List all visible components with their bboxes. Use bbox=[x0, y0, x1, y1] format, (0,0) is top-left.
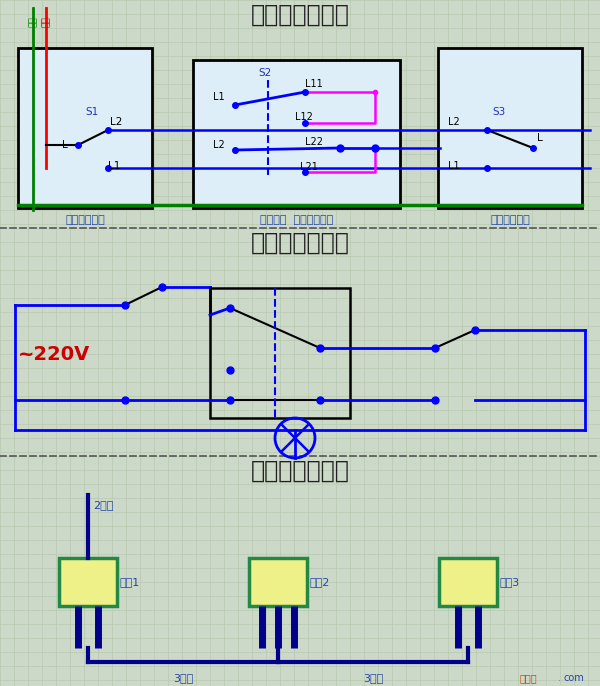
Text: L1: L1 bbox=[108, 161, 121, 171]
Text: S2: S2 bbox=[258, 68, 271, 78]
Text: L2: L2 bbox=[110, 117, 122, 127]
Text: 3根线: 3根线 bbox=[363, 673, 383, 683]
Text: L: L bbox=[62, 140, 68, 150]
Text: L12: L12 bbox=[295, 112, 313, 122]
Bar bbox=[0, 0, 600, 228]
Text: S1: S1 bbox=[85, 107, 98, 117]
Text: L2: L2 bbox=[448, 117, 460, 127]
Text: L11: L11 bbox=[305, 79, 323, 89]
Bar bbox=[249, 558, 307, 606]
Text: 接线图: 接线图 bbox=[520, 673, 538, 683]
Text: 相线: 相线 bbox=[29, 16, 37, 27]
Text: L21: L21 bbox=[300, 162, 318, 172]
Bar bbox=[18, 48, 152, 208]
Text: L: L bbox=[537, 133, 543, 143]
Text: 火线: 火线 bbox=[41, 16, 50, 27]
Text: 3根线: 3根线 bbox=[173, 673, 193, 683]
Text: 开关3: 开关3 bbox=[500, 577, 520, 587]
Text: L1: L1 bbox=[213, 92, 224, 102]
Text: 开关2: 开关2 bbox=[310, 577, 331, 587]
Text: 单开双控开关: 单开双控开关 bbox=[65, 215, 105, 225]
Bar bbox=[210, 288, 350, 418]
Bar bbox=[59, 558, 117, 606]
Text: S3: S3 bbox=[492, 107, 505, 117]
Text: ~220V: ~220V bbox=[18, 346, 90, 364]
Text: .: . bbox=[558, 673, 561, 683]
Text: L22: L22 bbox=[305, 137, 323, 147]
Text: 中途开关  （三控开关）: 中途开关 （三控开关） bbox=[260, 215, 334, 225]
Text: L2: L2 bbox=[213, 140, 225, 150]
Bar bbox=[438, 48, 582, 208]
Text: 三控开关布线图: 三控开关布线图 bbox=[251, 459, 349, 483]
Bar bbox=[0, 228, 600, 456]
Text: com: com bbox=[563, 673, 584, 683]
Bar bbox=[439, 558, 497, 606]
Text: 三控开关原理图: 三控开关原理图 bbox=[251, 231, 349, 255]
Text: 2根线: 2根线 bbox=[93, 500, 113, 510]
Text: 三控开关接线图: 三控开关接线图 bbox=[251, 3, 349, 27]
Bar bbox=[193, 60, 400, 208]
Text: L1: L1 bbox=[448, 161, 460, 171]
Bar bbox=[0, 456, 600, 686]
Text: 开关1: 开关1 bbox=[120, 577, 140, 587]
Text: 单开双控开关: 单开双控开关 bbox=[490, 215, 530, 225]
